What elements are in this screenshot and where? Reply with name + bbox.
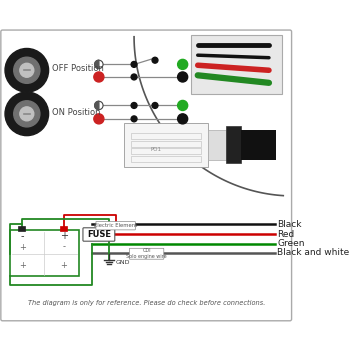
Text: +: + [60, 261, 67, 270]
Bar [131, 148, 201, 154]
Circle shape [178, 72, 188, 82]
FancyBboxPatch shape [1, 30, 292, 321]
FancyBboxPatch shape [130, 248, 164, 259]
Circle shape [131, 62, 137, 67]
Circle shape [178, 100, 188, 111]
Bar [241, 130, 276, 160]
Text: +: + [60, 231, 68, 241]
Text: GND: GND [116, 260, 130, 265]
Circle shape [131, 116, 137, 122]
Text: Electric Element: Electric Element [94, 223, 137, 228]
Text: FUSE: FUSE [87, 230, 111, 239]
Circle shape [152, 103, 158, 108]
Text: CDI
Solo engine wire: CDI Solo engine wire [126, 248, 167, 259]
Circle shape [95, 60, 103, 69]
Bar [124, 123, 208, 167]
Text: Black: Black [277, 220, 302, 229]
Text: ON Position: ON Position [52, 108, 100, 117]
Circle shape [95, 101, 103, 110]
Bar [131, 156, 201, 162]
Circle shape [178, 60, 188, 69]
Bar [226, 126, 241, 163]
Circle shape [5, 49, 49, 92]
Text: +: + [19, 261, 26, 270]
Bar [60, 226, 67, 231]
Circle shape [14, 101, 40, 127]
Text: +: + [19, 243, 26, 252]
FancyBboxPatch shape [83, 228, 115, 241]
Circle shape [131, 74, 137, 80]
Text: Red: Red [277, 230, 295, 239]
Bar [131, 141, 201, 147]
Circle shape [94, 114, 104, 124]
Circle shape [5, 92, 49, 135]
Text: -: - [62, 243, 65, 252]
Text: Green: Green [277, 239, 305, 248]
Text: -: - [21, 231, 25, 241]
Circle shape [14, 57, 40, 83]
Circle shape [152, 57, 158, 63]
Text: OFF Position: OFF Position [52, 64, 104, 73]
Bar [10, 230, 79, 276]
Text: Black and white: Black and white [277, 248, 350, 257]
Bar [191, 35, 281, 94]
Circle shape [20, 63, 34, 77]
Text: PO1: PO1 [150, 147, 161, 152]
Text: The diagram is only for reference. Please do check before connections.: The diagram is only for reference. Pleas… [28, 300, 265, 306]
Circle shape [20, 107, 34, 121]
Bar [208, 130, 226, 160]
Circle shape [131, 103, 137, 108]
Circle shape [178, 114, 188, 124]
FancyBboxPatch shape [96, 222, 135, 230]
Circle shape [94, 72, 104, 82]
Polygon shape [95, 101, 99, 110]
Bar [19, 226, 25, 231]
Bar [131, 133, 201, 139]
Polygon shape [95, 60, 99, 69]
